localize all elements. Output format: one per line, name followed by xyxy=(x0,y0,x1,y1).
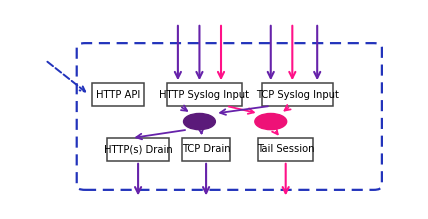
Text: HTTP Syslog Input: HTTP Syslog Input xyxy=(159,90,250,100)
FancyBboxPatch shape xyxy=(262,83,333,106)
Text: HTTP(s) Drain: HTTP(s) Drain xyxy=(104,144,172,154)
Circle shape xyxy=(255,113,287,130)
FancyBboxPatch shape xyxy=(92,83,144,106)
Circle shape xyxy=(184,113,215,130)
Text: HTTP API: HTTP API xyxy=(96,90,140,100)
FancyBboxPatch shape xyxy=(259,138,313,161)
FancyBboxPatch shape xyxy=(167,83,242,106)
FancyBboxPatch shape xyxy=(182,138,230,161)
FancyBboxPatch shape xyxy=(107,138,169,161)
Text: TCP Syslog Input: TCP Syslog Input xyxy=(256,90,339,100)
Text: TCP Drain: TCP Drain xyxy=(182,144,230,154)
Text: Tail Session: Tail Session xyxy=(257,144,315,154)
